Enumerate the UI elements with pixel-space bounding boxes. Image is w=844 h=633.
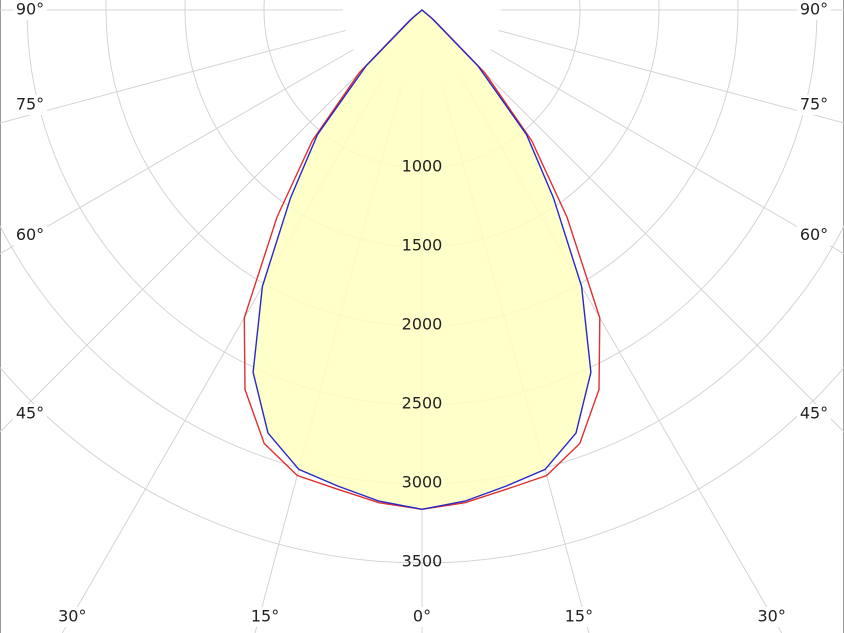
r-tick-label: 1000	[402, 157, 443, 176]
radial-line	[0, 65, 367, 433]
label-bg	[797, 404, 831, 424]
r-tick-label: 1500	[402, 236, 443, 255]
intensity-curve	[252, 9, 592, 511]
label-bg	[248, 607, 283, 627]
r-tick-label: 2500	[402, 394, 443, 413]
radial-line	[498, 29, 844, 124]
label-bg	[405, 607, 439, 627]
angle-label: 0°	[413, 607, 431, 626]
label-bg	[754, 607, 789, 627]
radial-line	[477, 65, 844, 433]
angle-label: 15°	[565, 607, 593, 626]
radial-line	[490, 49, 844, 255]
angle-label: 45°	[800, 404, 828, 423]
angle-label: 60°	[16, 225, 44, 244]
label-bg	[13, 225, 47, 246]
label-bg	[797, 0, 831, 20]
angle-label: 75°	[16, 95, 44, 114]
label-bg	[797, 95, 831, 116]
angle-label: 90°	[16, 0, 44, 19]
angle-label: 45°	[16, 404, 44, 423]
angle-label: 15°	[251, 607, 279, 626]
r-tick-label: 3500	[402, 552, 443, 571]
label-bg	[13, 404, 47, 424]
angle-label: 30°	[758, 607, 786, 626]
label-bg	[55, 607, 90, 627]
r-tick-label: 2000	[402, 315, 443, 334]
angle-label: 90°	[800, 0, 828, 19]
label-bg	[13, 95, 47, 116]
angle-label: 60°	[800, 225, 828, 244]
angle-label: 75°	[800, 95, 828, 114]
label-bg	[561, 607, 596, 627]
r-tick-label: 3000	[402, 473, 443, 492]
radial-line	[0, 29, 346, 124]
label-bg	[13, 0, 47, 20]
label-bg	[797, 225, 831, 246]
angle-label: 30°	[58, 607, 86, 626]
radial-line	[0, 49, 354, 255]
intensity-area	[253, 10, 591, 510]
